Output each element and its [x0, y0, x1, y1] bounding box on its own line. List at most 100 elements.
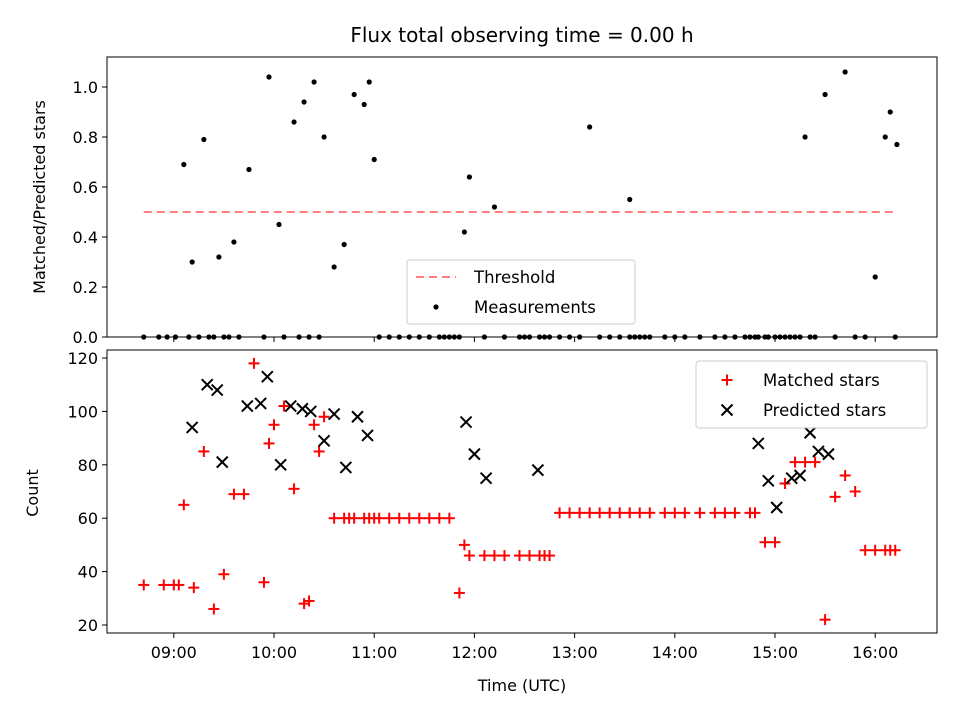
matched-star-point [614, 507, 626, 519]
bottom-x-tick-label: 14:00 [652, 643, 698, 662]
matched-star-point [248, 357, 260, 369]
top-legend-box [406, 259, 636, 325]
matched-star-point [238, 488, 250, 500]
bottom-y-tick-label: 20 [78, 616, 98, 635]
matched-star-point [709, 507, 721, 519]
bottom-legend-box [695, 360, 928, 429]
matched-star-point [178, 499, 190, 511]
matched-star-point [819, 614, 831, 626]
matched-star-point [789, 456, 801, 468]
legend-predicted-label: Predicted stars [763, 401, 886, 420]
predicted-star-point [822, 447, 835, 461]
measurement-point [201, 136, 207, 143]
matched-star-point [584, 507, 596, 519]
measurement-point [301, 99, 307, 105]
measurement-point [291, 119, 297, 125]
matched-star-point [328, 512, 340, 524]
bottom-x-tick-label: 13:00 [552, 643, 598, 662]
top-y-tick-label: 0.6 [73, 178, 98, 197]
measurement-point [351, 91, 357, 98]
legend-measurements-label: Measurements [474, 298, 596, 317]
bottom-plot: 20 40 60 80 100 120 09:00 10:00 11:00 12:00 13:00 1… [67, 349, 938, 662]
measurement-point [802, 134, 808, 140]
predicted-star-point [327, 407, 341, 421]
top-y-tick-label: 0.0 [73, 328, 98, 347]
matched-star-point [604, 507, 616, 519]
matched-star-point [268, 419, 280, 431]
matched-star-point [188, 582, 200, 594]
measurement-point [276, 221, 282, 228]
measurement-point [246, 166, 252, 173]
bottom-y-tick-label: 80 [78, 456, 98, 475]
matched-star-point [443, 512, 455, 524]
matched-star-point [278, 400, 290, 412]
bottom-y-tick-label: 60 [78, 509, 98, 528]
predicted-star-point [351, 410, 364, 423]
bottom-y-tick-label: 120 [67, 349, 98, 368]
matched-star-point [859, 544, 871, 556]
predicted-star-point [317, 434, 331, 447]
legend-matched-label: Matched stars [763, 371, 880, 390]
top-y-tick-label: 1.0 [73, 78, 98, 97]
matched-star-point [729, 507, 741, 519]
matched-star-point [228, 488, 240, 500]
matched-star-point [423, 512, 435, 524]
measurement-point [461, 229, 467, 235]
predicted-star-point [459, 415, 473, 429]
measurement-point [181, 161, 187, 168]
bottom-y-tick-label: 40 [78, 563, 98, 582]
predicted-star-point [211, 383, 224, 397]
matched-star-point [554, 507, 566, 519]
predicted-star-point [185, 421, 199, 434]
matched-star-point [393, 512, 405, 524]
predicted-star-point [361, 429, 374, 442]
top-plot: 0.0 0.2 0.4 0.6 0.8 1.0 Threshold Measurements [73, 56, 938, 347]
measurement-point [887, 109, 893, 115]
matched-star-point [383, 512, 395, 524]
measurement-point [822, 91, 828, 98]
bottom-x-tick-label: 11:00 [351, 643, 397, 662]
matched-star-point [564, 507, 576, 519]
matched-star-point [624, 507, 636, 519]
matched-star-point [413, 512, 425, 524]
predicted-star-point [200, 378, 214, 391]
predicted-star-point [296, 402, 309, 415]
predicted-star-point [531, 463, 545, 477]
matched-star-point [488, 550, 500, 562]
measurement-point [321, 134, 327, 140]
matched-star-point [258, 576, 270, 588]
measurement-point [311, 79, 317, 85]
matched-star-point [173, 579, 185, 591]
matched-star-point [263, 437, 275, 449]
predicted-star-point [803, 426, 817, 439]
matched-star-point [544, 550, 556, 562]
matched-star-point [799, 456, 811, 468]
predicted-star-point [216, 455, 229, 469]
bottom-x-tick-label: 09:00 [151, 643, 197, 662]
matched-star-point [679, 507, 691, 519]
matched-star-point [759, 536, 771, 548]
matched-star-point [644, 507, 656, 519]
measurement-point [331, 264, 337, 270]
matched-star-point [669, 507, 681, 519]
matched-star-point [313, 445, 325, 457]
matched-star-point [634, 507, 646, 519]
matched-star-point [478, 550, 490, 562]
legend-measurements-swatch [433, 304, 439, 310]
top-chart-title: Flux total observing time = 0.00 h [350, 23, 693, 47]
matched-star-point [869, 544, 881, 556]
measurement-point [894, 141, 900, 148]
predicted-star-point [793, 469, 807, 482]
matched-star-point [719, 507, 731, 519]
top-y-tick-label: 0.8 [73, 128, 98, 147]
measurement-point [872, 274, 878, 280]
top-axes-frame [106, 56, 938, 338]
matched-star-point [138, 579, 150, 591]
measurement-point [491, 204, 498, 210]
matched-star-point [694, 507, 706, 519]
matched-star-point [303, 595, 315, 607]
matched-star-point [318, 411, 330, 423]
legend-threshold-label: Threshold [473, 268, 555, 287]
matched-star-point [208, 603, 220, 615]
